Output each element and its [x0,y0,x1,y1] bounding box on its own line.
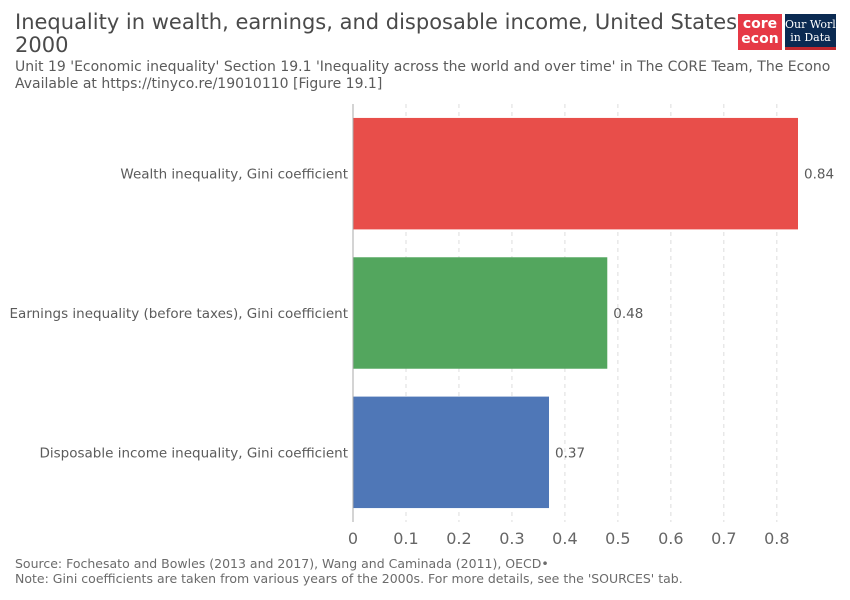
subtitle-line-1: Unit 19 'Economic inequality' Section 19… [15,59,831,75]
x-tick-label: 0.3 [499,529,524,548]
bar-value-label: 0.48 [613,306,643,322]
category-label: Earnings inequality (before taxes), Gini… [10,306,348,322]
chart-note: Note: Gini coefficients are taken from v… [15,571,683,586]
owid-logo-line-2: in Data [790,31,831,44]
bar[interactable] [353,117,798,230]
chart-subtitle: Unit 19 'Economic inequality' Section 19… [15,59,850,93]
x-tick-label: 0.5 [605,529,630,548]
subtitle-line-2[interactable]: Available at https://tinyco.re/19010110 … [15,76,383,92]
chart-footer: Source: Fochesato and Bowles (2013 and 2… [15,556,845,586]
x-tick-label: 0 [348,529,358,548]
category-label: Wealth inequality, Gini coefficient [120,167,348,183]
category-label: Disposable income inequality, Gini coeff… [39,445,348,461]
owid-logo-line-1: Our World [785,18,843,31]
our-world-in-data-logo[interactable]: Our World in Data [785,14,843,50]
source-note: Source: Fochesato and Bowles (2013 and 2… [15,556,549,571]
bar-value-label: 0.84 [804,167,834,183]
core-logo-line-2: econ [741,31,779,47]
x-tick-label: 0.2 [446,529,471,548]
core-logo-line-1: core [742,16,778,32]
x-tick-label: 0.1 [393,529,418,548]
x-tick-label: 0.8 [764,529,789,548]
chart-title: Inequality in wealth, earnings, and disp… [15,10,744,57]
x-tick-label: 0.6 [658,529,683,548]
x-tick-label: 0.7 [711,529,736,548]
bar-value-label: 0.37 [555,445,585,461]
bar[interactable] [353,396,550,509]
x-tick-label: 0.4 [552,529,577,548]
bar[interactable] [353,257,608,369]
core-econ-logo[interactable]: core econ [738,14,782,50]
publisher-logos[interactable]: core econ Our World in Data [738,14,843,50]
